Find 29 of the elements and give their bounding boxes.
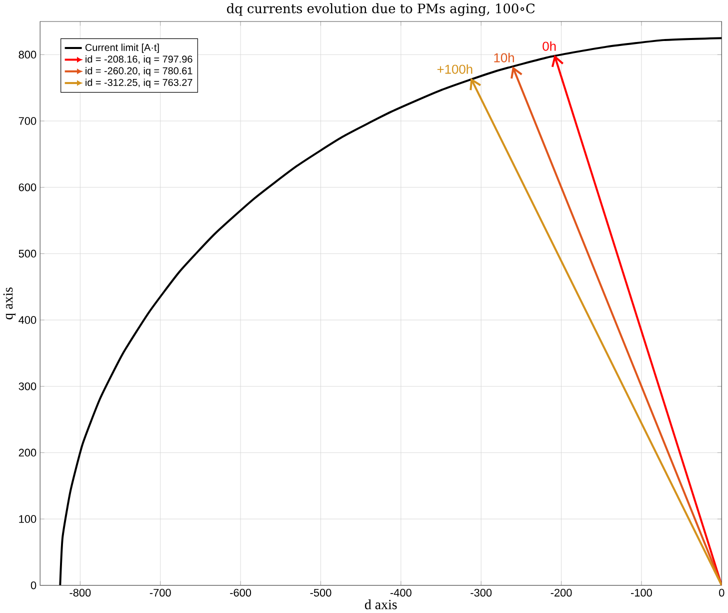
- x-tick-label: -600: [230, 589, 252, 597]
- x-tick-label: -100: [631, 589, 652, 597]
- annotation: +100h: [437, 64, 472, 74]
- x-tick-label: -400: [390, 589, 412, 597]
- y-tick-label: 600: [18, 184, 36, 192]
- y-tick-label: 400: [18, 316, 36, 324]
- y-tick-label: 500: [18, 250, 36, 258]
- y-tick-label: 800: [18, 51, 36, 59]
- annotation: 0h: [542, 42, 556, 52]
- y-tick-label: 300: [18, 382, 36, 390]
- line-series: [59, 37, 722, 586]
- y-axis-title: q axis: [3, 288, 16, 320]
- legend-label: id = -260.20, iq = 780.61: [86, 67, 192, 77]
- y-tick-label: 100: [19, 515, 36, 524]
- legend-label: id = -208.16, iq = 797.96: [86, 56, 192, 65]
- legend-label: Current limit [A·t]: [85, 44, 159, 54]
- x-tick-label: 0: [719, 589, 724, 597]
- x-tick-label: -800: [70, 589, 91, 597]
- chart-title: dq currents evolution due to PMs aging, 100∘C: [226, 4, 535, 16]
- legend-label: id = -312.25, iq = 763.27: [86, 78, 192, 88]
- y-tick-label: 0: [30, 582, 36, 590]
- y-tick-label: 700: [18, 117, 36, 126]
- x-tick-label: -700: [150, 589, 171, 597]
- x-tick-label: -300: [470, 589, 492, 597]
- annotation: 10h: [494, 53, 514, 63]
- x-tick-label: -200: [550, 589, 572, 597]
- y-tick-label: 200: [18, 449, 36, 457]
- x-tick-label: -500: [310, 589, 332, 597]
- x-axis-title: d axis: [364, 600, 397, 610]
